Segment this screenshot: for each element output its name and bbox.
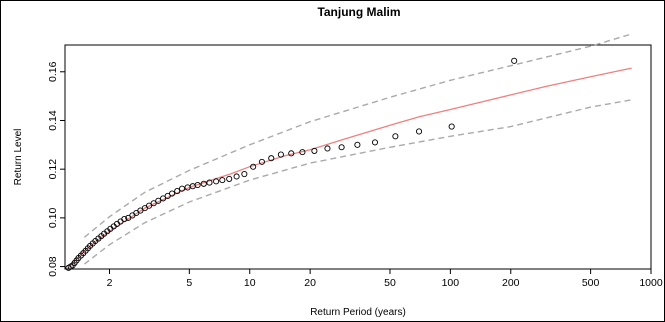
x-tick-label: 50 [384, 277, 396, 289]
empirical-point [213, 178, 220, 185]
y-axis: 0.08 0.10 0.12 0.14 0.16 [47, 61, 65, 277]
x-tick-label: 2 [107, 277, 113, 289]
empirical-point [448, 123, 455, 130]
empirical-point [160, 195, 167, 202]
y-axis-label: Return Level [13, 129, 24, 186]
y-tick-label: 0.12 [47, 159, 59, 180]
x-axis: 2 5 10 20 50 100 200 500 1000 [107, 269, 663, 289]
empirical-point [121, 216, 128, 223]
y-tick-label: 0.14 [47, 110, 59, 131]
empirical-point [258, 158, 265, 165]
empirical-point [146, 202, 153, 209]
empirical-point [324, 145, 331, 152]
empirical-point [415, 128, 423, 135]
y-tick-label: 0.16 [47, 61, 59, 82]
empirical-point [354, 141, 361, 148]
empirical-point [200, 180, 207, 187]
empirical-point [233, 173, 240, 180]
x-tick-label: 500 [582, 277, 600, 289]
chart-title: Tanjung Malim [317, 5, 400, 19]
empirical-point [219, 177, 226, 184]
empirical-point [268, 155, 275, 162]
empirical-point [155, 197, 162, 204]
empirical-point [241, 170, 248, 178]
empirical-point [179, 185, 186, 192]
empirical-point [338, 144, 345, 151]
x-tick-label: 20 [304, 277, 316, 289]
empirical-point [169, 190, 176, 197]
empirical-point [288, 150, 295, 157]
lower-ci-line [83, 99, 632, 265]
x-axis-label: Return Period (years) [310, 307, 406, 318]
empirical-point [277, 151, 284, 158]
empirical-point [371, 139, 379, 146]
x-tick-label: 100 [442, 277, 460, 289]
fit-line [68, 67, 632, 269]
empirical-point [174, 188, 181, 195]
x-tick-label: 1000 [639, 277, 663, 289]
series-layer [65, 33, 632, 271]
empirical-point [150, 200, 157, 207]
y-tick-label: 0.08 [47, 256, 59, 277]
empirical-point [392, 133, 399, 140]
empirical-point [194, 181, 201, 189]
plot-frame [64, 44, 652, 270]
x-tick-label: 200 [502, 277, 520, 289]
empirical-point [226, 175, 233, 182]
upper-ci-line [83, 33, 632, 238]
empirical-point [137, 207, 144, 214]
x-tick-label: 5 [186, 277, 192, 289]
empirical-point [311, 147, 318, 154]
empirical-point [206, 179, 213, 186]
empirical-point [511, 57, 518, 64]
x-tick-label: 10 [244, 277, 256, 289]
y-tick-label: 0.10 [47, 207, 59, 228]
empirical-point [250, 163, 257, 170]
empirical-point [299, 149, 306, 156]
